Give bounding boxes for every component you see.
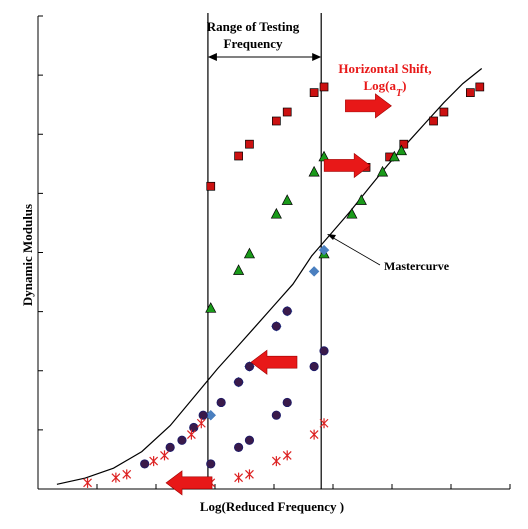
testing-range xyxy=(207,13,322,489)
square-point xyxy=(234,151,243,161)
circle-point xyxy=(282,306,292,316)
mastercurve-pointer-head xyxy=(327,234,336,240)
mastercurve-pointer xyxy=(329,235,381,266)
star-point xyxy=(122,469,132,480)
square-point xyxy=(399,139,409,149)
triangle-point xyxy=(388,150,400,162)
square-point xyxy=(439,107,449,117)
star-point xyxy=(160,450,169,461)
star-point xyxy=(83,477,92,488)
triangle-point xyxy=(308,165,320,177)
square-point xyxy=(466,88,475,97)
circle-point xyxy=(177,435,187,445)
circle-point xyxy=(271,321,281,331)
star-point xyxy=(319,418,329,429)
star-point xyxy=(149,456,159,467)
x-axis-label: Log(Reduced Frequency ) xyxy=(200,499,344,514)
circle-point xyxy=(206,459,216,469)
range-arrow-right-head xyxy=(312,53,322,61)
triangle-point xyxy=(205,302,217,313)
square-point xyxy=(429,116,438,126)
mastercurve xyxy=(56,68,483,485)
square-point xyxy=(245,139,254,149)
circle-point xyxy=(282,397,292,408)
circle-point xyxy=(234,442,244,452)
shift-title-sub: T xyxy=(396,88,403,99)
circle-point xyxy=(198,410,208,420)
triangle-point xyxy=(355,194,367,205)
triangle-point xyxy=(233,264,245,275)
shift-arrow-right xyxy=(345,93,392,119)
star-point xyxy=(186,429,196,440)
shift-arrows xyxy=(165,93,392,496)
triangle-point xyxy=(270,207,282,219)
shift-title-main: Log(a xyxy=(364,78,397,93)
circle-point xyxy=(234,377,244,387)
circle-point xyxy=(309,361,319,372)
range-title-line2: Frequency xyxy=(224,36,283,51)
triangle-point xyxy=(395,144,408,156)
y-axis-label: Dynamic Modulus xyxy=(20,204,35,306)
triangle-point xyxy=(281,194,293,205)
square-point xyxy=(282,107,292,117)
square-point xyxy=(309,88,319,97)
circle-point xyxy=(319,346,329,356)
shift-title-line1: Horizontal Shift, xyxy=(338,61,431,76)
square-point xyxy=(475,82,485,92)
data-points xyxy=(83,82,485,488)
shift-arrow-left xyxy=(165,470,213,496)
circle-point xyxy=(244,435,255,445)
star-point xyxy=(271,456,281,467)
star-point xyxy=(245,469,254,480)
circle-point xyxy=(165,442,175,452)
shift-arrow-left xyxy=(250,349,298,375)
triangle-point xyxy=(243,247,256,259)
star-point xyxy=(309,429,319,440)
star-point xyxy=(111,472,121,483)
mastercurve-line xyxy=(56,68,483,485)
range-title-line1: Range of Testing xyxy=(207,19,300,34)
shift-arrow-right xyxy=(323,152,371,179)
circle-point xyxy=(244,361,255,372)
range-arrow-left-head xyxy=(207,53,217,61)
square-point xyxy=(319,82,329,92)
star-point xyxy=(196,418,206,429)
triangle-point xyxy=(376,165,389,177)
square-point xyxy=(272,116,281,126)
diamond-point xyxy=(318,244,330,256)
triangle-point xyxy=(346,207,358,219)
shift-title-line2: Log(aT) xyxy=(364,78,407,99)
square-point xyxy=(206,181,216,191)
star-point xyxy=(234,472,244,483)
diamond-point xyxy=(308,266,320,277)
shift-title-close: ) xyxy=(402,78,406,93)
star-point xyxy=(282,450,292,461)
circle-point xyxy=(216,397,226,408)
mastercurve-label: Mastercurve xyxy=(384,259,450,273)
circle-point xyxy=(140,459,150,469)
circle-point xyxy=(271,410,281,420)
